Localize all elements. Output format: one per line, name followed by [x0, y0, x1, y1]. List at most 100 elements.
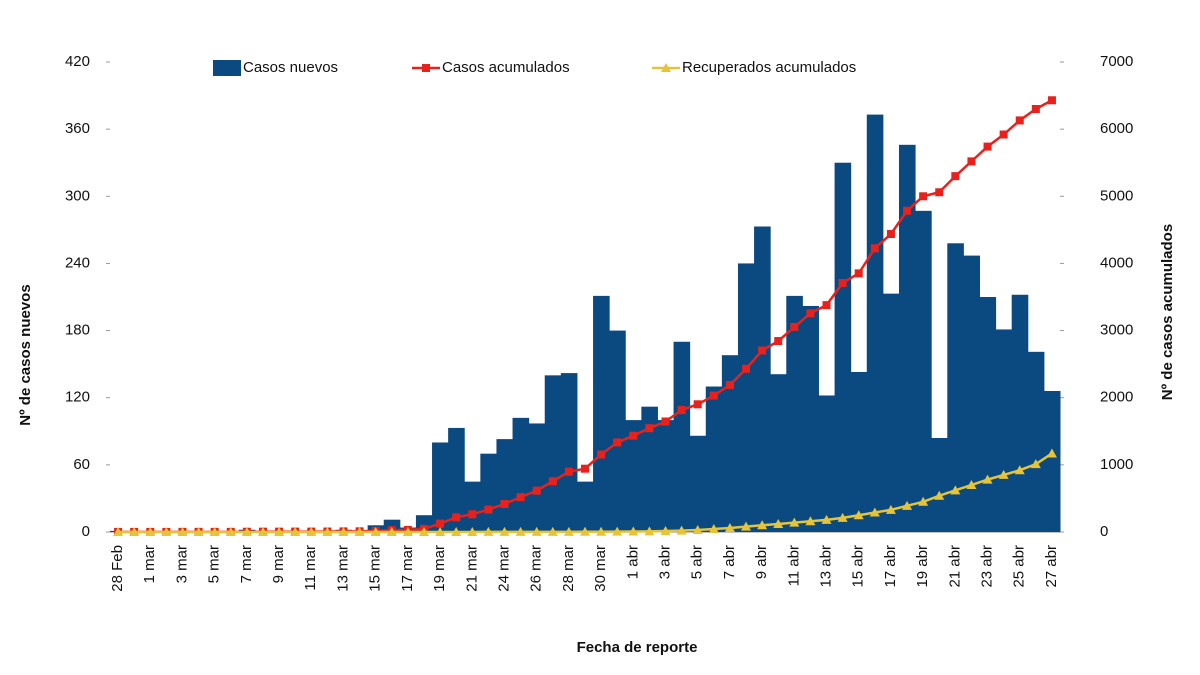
y-tick-label: 240 [65, 254, 90, 271]
bar [979, 297, 997, 532]
x-tick-label: 19 abr [914, 545, 931, 588]
x-tick-label: 15 abr [850, 545, 867, 588]
x-axis-title: Fecha de reporte [577, 639, 698, 656]
bar [689, 435, 707, 532]
marker [402, 527, 413, 536]
marker [435, 527, 446, 536]
x-tick-label: 17 abr [882, 545, 899, 588]
y-tick-label: 180 [65, 322, 90, 339]
marker [708, 523, 719, 533]
x-tick-label: 27 abr [1043, 545, 1060, 588]
bar [448, 427, 465, 532]
marker [515, 526, 526, 536]
marker [338, 527, 349, 536]
bar [576, 481, 594, 532]
y-tick-label: 360 [65, 120, 90, 137]
y2-tick-label: 3000 [1100, 322, 1133, 339]
bar [496, 439, 514, 532]
bar [818, 395, 836, 532]
marker [225, 527, 236, 536]
marker [903, 206, 912, 215]
marker [998, 469, 1009, 479]
bar [995, 329, 1013, 532]
bar [464, 481, 481, 532]
x-tick-label: 13 abr [817, 545, 834, 588]
marker [1046, 448, 1057, 458]
marker [676, 525, 687, 535]
bar [850, 371, 868, 532]
marker [484, 505, 493, 514]
marker [805, 516, 816, 526]
x-tick-label: 25 abr [1011, 545, 1028, 588]
marker [290, 527, 301, 536]
y-tick-label: 300 [65, 187, 90, 204]
marker [1015, 116, 1024, 125]
marker [902, 500, 913, 510]
marker [370, 527, 381, 536]
marker [193, 527, 204, 536]
bar [593, 295, 610, 532]
bar [657, 420, 675, 532]
marker [1031, 105, 1040, 113]
x-tick-label: 11 mar [302, 545, 319, 591]
x-tick-label: 30 mar [592, 545, 609, 592]
marker [597, 450, 606, 459]
x-tick-label: 3 mar [173, 545, 190, 583]
bar [947, 243, 964, 533]
marker [322, 527, 333, 536]
marker [838, 278, 847, 287]
marker [853, 510, 864, 520]
bar [1027, 351, 1045, 532]
marker [789, 517, 800, 527]
x-tick-label: 7 abr [721, 545, 738, 579]
bar [544, 375, 562, 532]
y2-tick-label: 4000 [1100, 254, 1133, 271]
marker [869, 507, 880, 517]
legend-marker [422, 64, 430, 72]
bar [609, 330, 626, 532]
x-tick-label: 28 mar [560, 545, 577, 592]
marker [532, 486, 541, 495]
bar [1011, 294, 1029, 532]
y-tick-label: 0 [82, 523, 90, 540]
legend-label: Casos nuevos [243, 59, 338, 76]
marker [918, 496, 929, 506]
marker [209, 527, 220, 536]
bar [432, 442, 449, 532]
x-tick-label: 1 abr [624, 545, 641, 579]
legend-label: Casos acumulados [442, 59, 570, 76]
y2-tick-label: 2000 [1100, 389, 1133, 406]
y-tick-label: 120 [65, 389, 90, 406]
marker [306, 527, 317, 536]
marker [613, 438, 622, 447]
marker [983, 142, 992, 151]
x-tick-label: 19 mar [431, 545, 448, 592]
marker [500, 500, 509, 509]
marker [677, 406, 686, 415]
marker [935, 188, 944, 197]
x-tick-label: 3 abr [656, 545, 673, 579]
x-tick-label: 1 mar [141, 545, 158, 583]
marker [580, 526, 590, 536]
marker [741, 521, 752, 531]
bar [705, 386, 723, 532]
marker [564, 467, 573, 476]
bar [963, 255, 980, 532]
marker [724, 522, 735, 532]
x-tick-label: 24 mar [495, 545, 512, 592]
marker [709, 391, 718, 400]
marker [548, 477, 557, 486]
y2-tick-label: 7000 [1100, 53, 1133, 70]
marker [773, 518, 784, 528]
bar [1043, 391, 1061, 532]
marker [161, 527, 172, 536]
marker [821, 514, 832, 524]
marker [870, 244, 879, 253]
marker [113, 527, 124, 536]
y2-axis-title: Nº de casos acumulados [1159, 224, 1176, 400]
x-tick-label: 13 mar [334, 545, 351, 592]
marker [790, 322, 799, 331]
bar [528, 423, 546, 532]
marker [418, 527, 429, 536]
x-tick-label: 17 mar [399, 545, 416, 592]
